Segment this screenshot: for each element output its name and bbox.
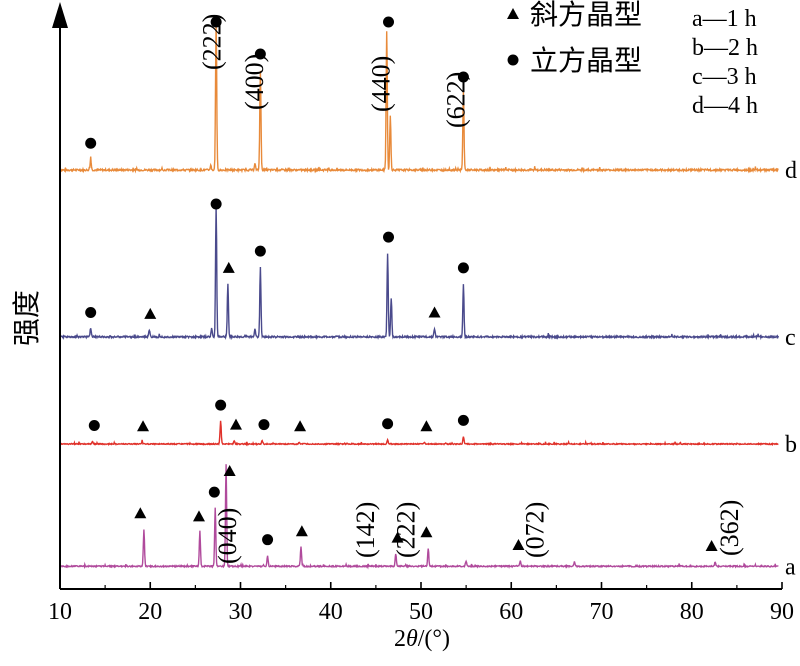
series-line-a (59, 464, 779, 570)
peak-annotation-2: (440) (366, 56, 395, 112)
circle-marker-d-2 (254, 48, 266, 60)
x-tick-label: 30 (229, 599, 253, 625)
triangle-marker-a-3 (295, 525, 308, 537)
triangle-marker-b-0 (137, 420, 150, 432)
legend-series-label-3: d—4 h (692, 93, 758, 119)
y-axis-arrow (52, 2, 68, 28)
circle-marker-c-3 (383, 231, 395, 243)
x-tick-label: 50 (409, 599, 433, 625)
legend-series-label-0: a—1 h (692, 6, 757, 32)
legend-series-label-2: c—3 h (692, 64, 757, 90)
series-label-b: b (785, 432, 797, 458)
triangle-marker-a-2 (223, 465, 236, 476)
y-axis-label: 强度 (11, 290, 43, 346)
series-label-a: a (785, 554, 796, 580)
peak-annotation-6: (222) (392, 502, 421, 558)
peak-annotation-3: (622) (441, 72, 470, 128)
triangle-marker-c-0 (144, 307, 157, 319)
circle-marker-c-4 (457, 262, 469, 274)
peak-annotation-8: (362) (715, 500, 744, 556)
legend-circle-icon (507, 54, 519, 66)
peak-annotation-1: (400) (240, 54, 269, 110)
x-axis-label: 2θ/(°) (394, 626, 450, 652)
circle-marker-a-1 (262, 534, 274, 546)
legend-marker-label-circle: 立方晶型 (530, 45, 642, 77)
circle-marker-c-2 (254, 245, 266, 257)
series-label-c: c (785, 325, 796, 351)
legend-marker-label-triangle: 斜方晶型 (530, 0, 642, 31)
triangle-marker-c-1 (222, 261, 235, 273)
circle-marker-c-0 (85, 306, 97, 318)
triangle-marker-a-4 (391, 531, 404, 543)
circle-marker-a-0 (208, 486, 220, 498)
circle-marker-c-1 (210, 198, 222, 210)
x-tick-label: 60 (499, 599, 523, 625)
triangle-marker-b-3 (420, 420, 433, 432)
triangle-marker-b-2 (294, 420, 307, 432)
circle-marker-d-3 (383, 16, 395, 28)
x-tick-label: 70 (590, 599, 614, 625)
triangle-marker-a-5 (420, 526, 433, 538)
circle-marker-d-0 (85, 137, 97, 149)
annotation-layer: (222) (400) (440) (622) (040) (142) (222) (072)… (198, 14, 744, 564)
x-axis-label-unit: /(°) (418, 626, 450, 652)
x-tick-label: 40 (319, 599, 343, 625)
circle-marker-d-1 (210, 16, 222, 28)
peak-annotation-4: (040) (213, 508, 242, 564)
legend-series-label-1: b—2 h (692, 35, 758, 61)
peak-annotation-0: (222) (198, 14, 227, 70)
series-line-b (59, 420, 779, 447)
circle-marker-b-1 (215, 399, 227, 411)
triangle-marker-a-1 (192, 510, 205, 522)
x-axis-label-num: 2 (394, 626, 406, 652)
x-axis-label-theta: θ (406, 626, 418, 652)
series-line-d (59, 21, 779, 174)
marker-layer (85, 16, 718, 552)
triangle-marker-a-0 (134, 507, 147, 519)
circle-marker-b-2 (258, 419, 270, 431)
series-line-c (59, 206, 780, 341)
series-layer (59, 21, 780, 570)
triangle-marker-c-2 (428, 306, 441, 318)
circle-marker-b-3 (382, 418, 394, 430)
triangle-marker-a-6 (512, 538, 525, 550)
x-tick-label: 80 (680, 599, 704, 625)
peak-annotation-5: (142) (351, 502, 380, 558)
peak-annotation-7: (072) (521, 502, 550, 558)
x-tick-label: 90 (770, 599, 794, 625)
triangle-marker-a-7 (705, 540, 718, 552)
legend-triangle-icon (507, 8, 519, 19)
triangle-marker-b-1 (229, 418, 242, 430)
circle-marker-b-0 (88, 419, 100, 431)
series-label-d: d (785, 158, 797, 184)
x-tick-label: 20 (138, 599, 162, 625)
circle-marker-d-4 (457, 71, 469, 83)
x-tick-label: 10 (48, 599, 72, 625)
circle-marker-b-4 (457, 414, 469, 426)
axes-layer: d c b a 10 20 30 40 50 60 70 80 90 2θ/(°) 强度 (11, 2, 797, 652)
